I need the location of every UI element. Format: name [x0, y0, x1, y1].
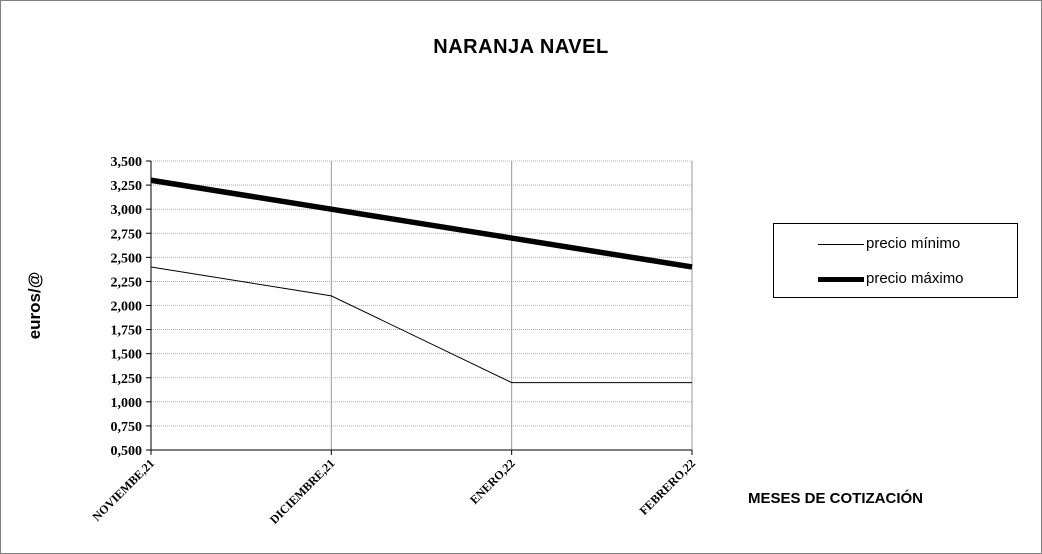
y-tick-label: 2,750 — [111, 227, 143, 242]
series-line-precio-minimo — [150, 266, 692, 384]
y-tick-label: 1,250 — [111, 372, 143, 387]
chart-title: NARANJA NAVEL — [433, 36, 609, 58]
y-tick-label: 3,250 — [111, 179, 143, 194]
y-tick-label: 1,750 — [111, 324, 143, 339]
y-tick-label: 1,500 — [111, 348, 143, 363]
y-tick-label: 0,500 — [111, 444, 143, 459]
x-tick-label: NOVIEMBE,21 — [89, 456, 157, 524]
legend: precio mínimo precio máximo — [773, 223, 1018, 298]
y-tick-label: 2,250 — [111, 275, 143, 290]
x-tick-label: FEBRERO,22 — [637, 456, 699, 518]
series-line-precio-maximo — [150, 177, 693, 270]
y-tick-label: 2,000 — [111, 300, 143, 315]
y-tick-label: 3,000 — [111, 203, 143, 218]
legend-label-precio-maximo: precio máximo — [866, 270, 964, 287]
legend-swatch-thick — [818, 277, 864, 282]
legend-item-precio-minimo: precio mínimo — [774, 232, 1017, 256]
y-tick-label: 0,750 — [111, 420, 143, 435]
y-tick-label: 2,500 — [111, 251, 143, 266]
legend-item-precio-maximo: precio máximo — [774, 267, 1017, 291]
legend-label-precio-minimo: precio mínimo — [866, 235, 961, 252]
x-axis-label: MESES DE COTIZACIÓN — [748, 490, 924, 507]
x-tick-label: DICIEMBRE,21 — [267, 456, 337, 526]
y-tick-label: 1,000 — [111, 396, 143, 411]
y-axis-label: euros/@ — [25, 272, 44, 340]
legend-swatch-thin — [818, 244, 864, 245]
y-tick-label: 3,500 — [111, 155, 143, 170]
x-tick-label: ENERO,22 — [467, 456, 518, 507]
